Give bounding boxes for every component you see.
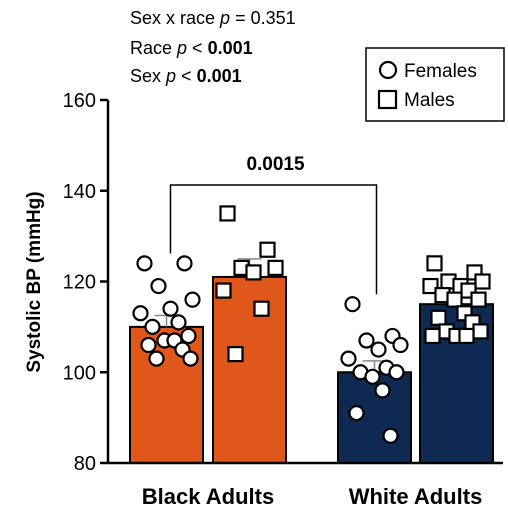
legend-label-males: Males: [404, 90, 455, 111]
sex-p-value: Sex p < 0.001: [130, 66, 242, 86]
data-point-circle: [344, 296, 361, 313]
data-point-circle: [382, 427, 399, 444]
interaction-p-symbol: p: [220, 8, 231, 28]
y-tick-label: 80: [74, 453, 96, 475]
data-point-circle: [144, 318, 161, 335]
data-point-circle: [184, 291, 201, 308]
legend-circle-marker: [378, 60, 398, 80]
data-point-circle: [148, 350, 165, 367]
x-category-label: White Adults: [349, 484, 483, 509]
data-point-circle: [370, 341, 387, 358]
data-point-circle: [140, 336, 157, 354]
data-point-square: [259, 241, 276, 258]
data-point-circle: [348, 404, 365, 422]
data-point-square: [267, 259, 284, 276]
data-point-square: [245, 264, 262, 281]
data-point-square: [472, 323, 489, 340]
data-point-square: [474, 273, 491, 290]
x-category-label: Black Adults: [142, 484, 274, 509]
data-point-circle: [388, 364, 405, 381]
comparison-p-value: 0.0015: [246, 154, 305, 175]
points-layer: [132, 205, 491, 444]
data-point-circle: [374, 382, 391, 399]
race-label: Race: [130, 38, 178, 58]
interaction-label: Sex x race: [130, 8, 221, 28]
race-p-value: Race p < 0.001: [130, 38, 253, 58]
legend-square-marker: [377, 89, 398, 110]
data-point-square: [253, 300, 270, 317]
data-point-square: [446, 291, 463, 308]
interaction-value: 0.351: [250, 8, 296, 28]
legend-label-females: Females: [404, 61, 477, 82]
data-point-square: [219, 205, 236, 222]
y-tick-label: 120: [63, 272, 96, 294]
data-point-circle: [136, 255, 153, 272]
data-point-square: [426, 255, 443, 272]
race-relation: <: [187, 38, 208, 58]
sex-value: 0.001: [196, 66, 242, 86]
data-point-square: [424, 327, 441, 345]
data-point-circle: [176, 255, 193, 272]
y-tick-label: 140: [63, 181, 96, 203]
sex-label: Sex: [130, 66, 167, 86]
bar-white-adults-females: [337, 371, 412, 464]
data-point-circle: [180, 327, 197, 345]
data-point-square: [215, 282, 232, 299]
x-axis-labels: Black Adults White Adults: [142, 484, 483, 509]
data-point-square: [470, 291, 487, 308]
data-point-circle: [364, 368, 381, 385]
data-point-circle: [150, 277, 167, 295]
race-p-symbol: p: [177, 38, 188, 58]
y-tick-label: 160: [63, 90, 96, 112]
interaction-relation: =: [230, 8, 251, 28]
data-point-circle: [392, 336, 409, 354]
data-point-square: [227, 346, 244, 363]
y-axis: 80 100 120 140 160: [63, 90, 503, 475]
race-value: 0.001: [207, 38, 253, 58]
data-point-square: [458, 327, 475, 345]
data-point-square: [430, 309, 447, 326]
data-point-circle: [132, 305, 149, 322]
y-axis-label: Systolic BP (mmHg): [24, 191, 45, 372]
comparison-line: [169, 184, 378, 295]
legend: Females Males: [365, 47, 505, 122]
y-tick-label: 100: [63, 362, 96, 384]
interaction-p-value: Sex x race p = 0.351: [130, 8, 296, 28]
sex-relation: <: [176, 66, 197, 86]
data-point-circle: [340, 350, 357, 367]
data-point-circle: [162, 300, 179, 317]
bar-black-adults-males: [212, 275, 287, 464]
data-point-circle: [182, 350, 199, 367]
sex-p-symbol: p: [166, 66, 177, 86]
data-point-circle: [170, 314, 187, 331]
data-point-square: [422, 277, 439, 295]
data-point-circle: [358, 332, 375, 349]
comparison-bracket: 0.0015: [169, 154, 378, 295]
